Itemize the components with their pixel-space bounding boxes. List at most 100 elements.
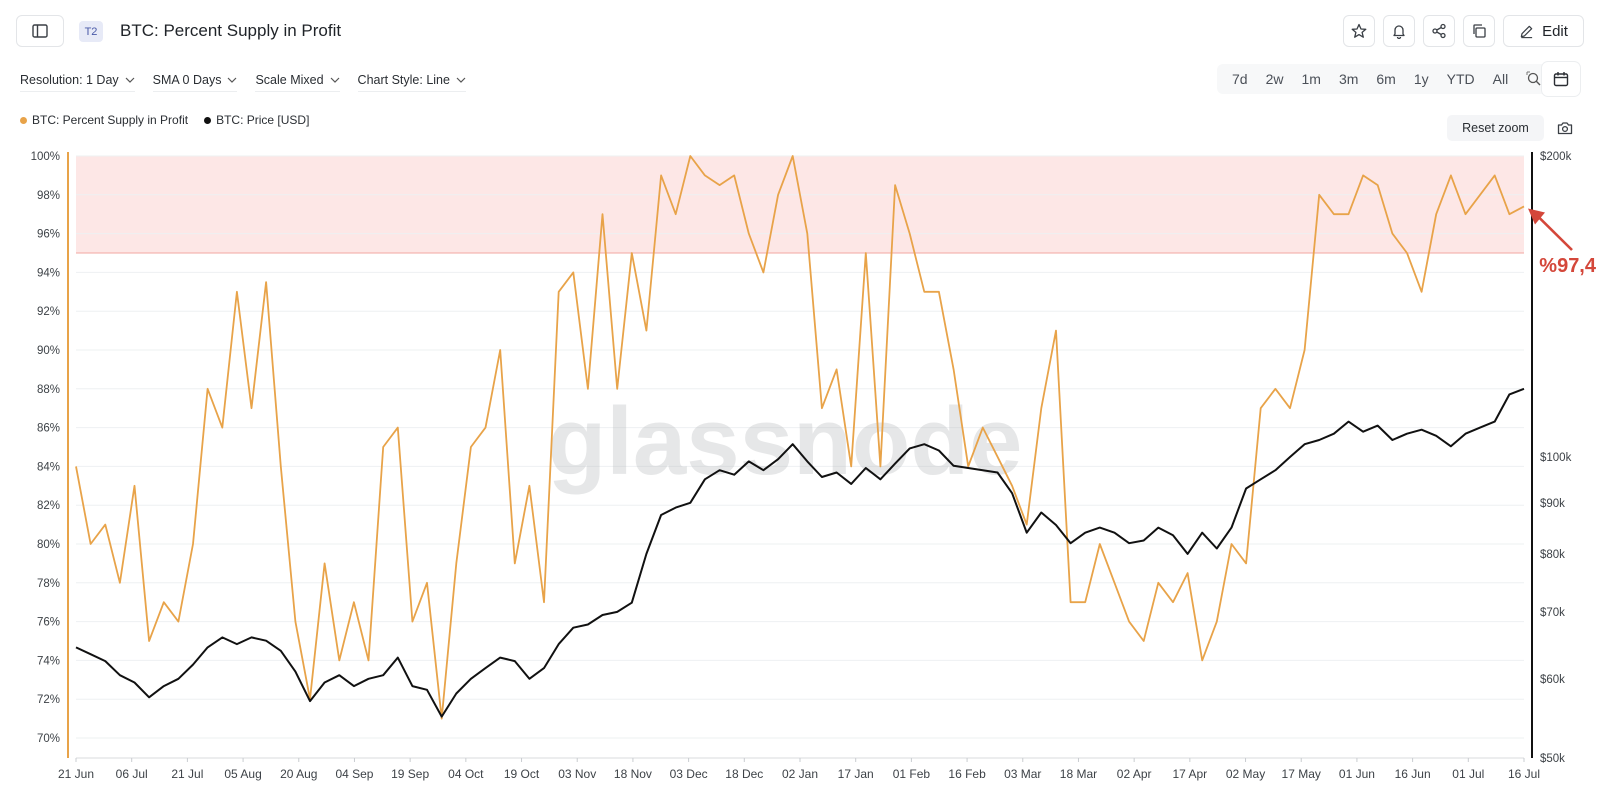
y-left-tick-label: 82% <box>37 500 60 512</box>
time-range-selector: 7d 2w 1m 3m 6m 1y YTD All <box>1217 64 1558 94</box>
share-button[interactable] <box>1423 15 1455 47</box>
y-left-tick-label: 98% <box>37 190 60 202</box>
x-tick-label: 18 Mar <box>1060 767 1097 781</box>
favorite-button[interactable] <box>1343 15 1375 47</box>
series-line-supply-in-profit <box>75 155 1525 720</box>
annotation-arrow-shaft <box>1537 215 1573 251</box>
range-ytd-button[interactable]: YTD <box>1446 71 1475 87</box>
range-7d-button[interactable]: 7d <box>1232 71 1248 87</box>
y-left-tick-label: 88% <box>37 384 60 396</box>
x-tick-label: 18 Dec <box>725 767 763 781</box>
x-tick-label: 01 Jul <box>1452 767 1484 781</box>
y-right-tick-label: $60k <box>1540 674 1565 686</box>
x-tick-label: 19 Sep <box>391 767 429 781</box>
star-icon <box>1351 23 1367 38</box>
tier-badge: T2 <box>79 21 103 42</box>
bell-icon <box>1393 25 1405 39</box>
chart-style-label: Chart Style: Line <box>357 72 450 87</box>
edit-button-label: Edit <box>1542 22 1568 40</box>
chevron-down-icon <box>228 77 237 83</box>
watermark: glassnode <box>548 388 1023 495</box>
x-tick-label: 16 Feb <box>948 767 986 781</box>
y-left-tick-label: 86% <box>37 423 60 435</box>
y-left-tick-label: 78% <box>37 578 60 590</box>
legend-item-supply[interactable]: BTC: Percent Supply in Profit <box>20 113 188 127</box>
y-left-tick-label: 76% <box>37 617 60 629</box>
chevron-down-icon <box>125 77 135 83</box>
x-tick-label: 16 Jul <box>1508 767 1540 781</box>
scale-dropdown[interactable]: Scale Mixed <box>255 72 340 92</box>
range-all-button[interactable]: All <box>1492 71 1509 87</box>
x-tick-label: 17 Apr <box>1172 767 1207 781</box>
alert-button[interactable] <box>1383 15 1415 47</box>
series-line-btc-price <box>75 387 1525 718</box>
legend-label-supply: BTC: Percent Supply in Profit <box>32 113 189 127</box>
range-1m-button[interactable]: 1m <box>1301 71 1321 87</box>
y-left-tick-label: 84% <box>37 461 60 473</box>
y-left-tick-label: 96% <box>37 229 60 241</box>
legend-label-price: BTC: Price [USD] <box>216 113 310 127</box>
x-tick-label: 01 Feb <box>893 767 931 781</box>
y-right-tick-label: $90k <box>1540 498 1565 510</box>
x-tick-label: 03 Nov <box>558 767 596 781</box>
y-right-tick-label: $100k <box>1540 452 1572 464</box>
duplicate-button[interactable] <box>1463 15 1495 47</box>
sma-dropdown[interactable]: SMA 0 Days <box>152 72 238 92</box>
y-left-tick-label: 92% <box>37 306 60 318</box>
y-right-tick-label: $200k <box>1540 151 1572 163</box>
x-tick-label: 05 Aug <box>224 767 261 781</box>
legend-dot-supply <box>20 116 27 124</box>
sidebar-toggle-icon <box>32 24 48 38</box>
x-tick-label: 16 Jun <box>1395 767 1431 781</box>
x-tick-label: 04 Sep <box>335 767 373 781</box>
range-6m-button[interactable]: 6m <box>1376 71 1396 87</box>
page-title: BTC: Percent Supply in Profit <box>120 21 342 40</box>
range-3m-button[interactable]: 3m <box>1338 71 1359 87</box>
camera-icon <box>1557 122 1573 135</box>
edit-button[interactable]: Edit <box>1503 15 1584 47</box>
resolution-dropdown[interactable]: Resolution: 1 Day <box>20 73 135 92</box>
x-tick-label: 21 Jun <box>58 767 94 781</box>
legend-item-price[interactable]: BTC: Price [USD] <box>204 113 309 127</box>
header: T2 BTC: Percent Supply in Profit Edit <box>0 0 1600 64</box>
range-2w-button[interactable]: 2w <box>1265 71 1284 87</box>
copy-icon <box>1473 24 1486 38</box>
y-right-tick-label: $80k <box>1540 549 1565 561</box>
y-right-tick-label: $50k <box>1540 753 1565 765</box>
chart-style-dropdown[interactable]: Chart Style: Line <box>357 72 466 92</box>
date-picker-button[interactable] <box>1542 62 1580 96</box>
y-left-tick-label: 72% <box>37 694 60 706</box>
x-tick-label: 21 Jul <box>171 767 203 781</box>
zoom-search-icon <box>1526 71 1541 86</box>
y-left-tick-label: 90% <box>37 345 60 357</box>
x-tick-label: 06 Jul <box>116 767 148 781</box>
range-1y-button[interactable]: 1y <box>1413 71 1429 87</box>
y-left-tick-label: 94% <box>37 267 60 279</box>
annotation-label: %97,4 <box>1539 255 1597 277</box>
x-tick-label: 17 May <box>1282 767 1321 781</box>
x-tick-label: 17 Jan <box>838 767 874 781</box>
chart-area: glassnode 100% 98% 96% 94% 92% 90% 88% 86% 84% 82… <box>31 151 1597 781</box>
profit-band <box>76 156 1524 253</box>
resolution-label: Resolution: 1 Day <box>20 72 119 87</box>
y-left-tick-label: 74% <box>37 655 60 667</box>
scale-label: Scale Mixed <box>255 72 324 87</box>
reset-zoom-button[interactable]: Reset zoom <box>1447 115 1544 141</box>
screenshot-button[interactable] <box>1552 115 1578 141</box>
x-tick-label: 02 Jan <box>782 767 818 781</box>
x-tick-label: 02 Apr <box>1117 767 1152 781</box>
calendar-icon <box>1553 72 1569 87</box>
x-tick-label: 03 Mar <box>1004 767 1041 781</box>
chart-toolbar: Resolution: 1 Day SMA 0 Days Scale Mixed… <box>20 70 466 94</box>
chevron-down-icon <box>456 77 466 83</box>
sidebar-toggle-button[interactable] <box>16 15 64 47</box>
x-tick-label: 03 Dec <box>670 767 708 781</box>
chart-legend: BTC: Percent Supply in Profit BTC: Price… <box>20 113 309 127</box>
zoom-select-button[interactable] <box>1517 64 1551 94</box>
share-icon <box>1432 23 1446 39</box>
x-tick-label: 04 Oct <box>448 767 484 781</box>
y-right-tick-label: $70k <box>1540 607 1565 619</box>
chevron-down-icon <box>330 77 339 83</box>
annotation-arrow-head <box>1528 208 1545 225</box>
sma-label: SMA 0 Days <box>152 72 222 87</box>
